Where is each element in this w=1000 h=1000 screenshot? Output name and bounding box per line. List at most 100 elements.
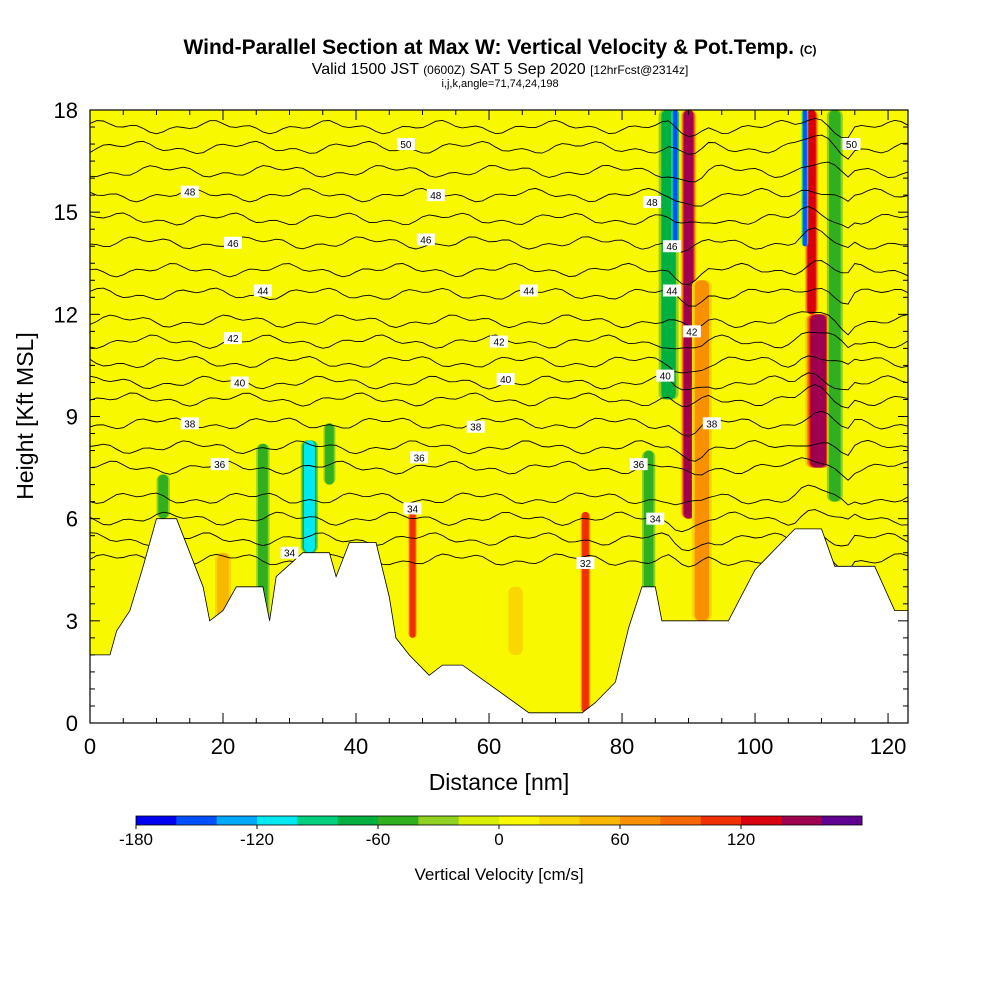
section-params: i,j,k,angle=71,74,24,198: [441, 78, 559, 90]
contour-label-text-25: 34: [284, 549, 296, 560]
theta-contour-49: [90, 161, 908, 183]
contour-label-box-20: [702, 417, 721, 430]
contour-label-text-20: 38: [706, 419, 718, 430]
colorbar-swatch-2: [216, 816, 258, 825]
colorbar: -180 -120 -60 0 60 120: [119, 815, 863, 849]
contour-label-text-14: 42: [686, 327, 698, 338]
x-tick-label-80: 80: [610, 734, 634, 759]
chart-subtitle: Valid 1500 JST (0600Z) SAT 5 Sep 2020 [1…: [0, 62, 1000, 78]
y-tick-label-0: 0: [66, 711, 78, 736]
contour-label-23: 36: [629, 458, 648, 471]
contour-label-20: 38: [702, 417, 721, 430]
velocity-cell-1-1: [694, 280, 710, 621]
contour-label-text-15: 40: [234, 378, 246, 389]
y-tick-label-9: 9: [66, 405, 78, 430]
contour-label-10: 44: [519, 284, 538, 297]
colorbar-label--60: -60: [366, 830, 391, 849]
contour-label-box-0: [396, 138, 415, 151]
x-tick-label-40: 40: [344, 734, 368, 759]
theta-contour-50: [90, 134, 908, 160]
contour-label-box-22: [410, 451, 429, 464]
velocity-cell-3-2: [807, 110, 816, 315]
x-tick-label-20: 20: [211, 734, 235, 759]
contour-label-27: 32: [576, 556, 595, 570]
velocity-cell-15-1: [508, 586, 523, 655]
contour-label-17: 40: [656, 369, 675, 383]
colorbar-swatch-8: [458, 816, 500, 825]
contour-label-18: 38: [180, 417, 199, 430]
contour-label-text-3: 48: [184, 188, 196, 199]
contour-label-text-13: 42: [493, 338, 505, 349]
contour-label-8: 46: [662, 240, 681, 253]
contour-labels: 50 50 48 48 48 46 46 46 44 44 44 42 42 42 40 40 40 38 38 38…: [180, 138, 861, 570]
contour-label-box-8: [662, 240, 681, 253]
contour-label-15: 40: [230, 376, 249, 389]
contour-label-text-16: 40: [500, 375, 512, 386]
velocity-cell-13-2: [303, 440, 315, 553]
colorbar-label-120: 120: [727, 830, 755, 849]
contour-label-11: 44: [662, 284, 681, 297]
contour-label-box-25: [280, 546, 299, 559]
contour-label-box-9: [253, 284, 272, 297]
contour-label-box-3: [180, 185, 199, 198]
velocity-cell-2-3: [810, 314, 827, 468]
contour-label-14: 42: [682, 325, 701, 338]
y-tick-label-3: 3: [66, 609, 78, 634]
theta-contour-38: [90, 410, 908, 437]
chart-title-text: Wind-Parallel Section at Max W: Vertical…: [183, 36, 794, 59]
colorbar-swatch-9: [499, 816, 540, 825]
contour-label-box-16: [496, 373, 515, 386]
contour-label-text-11: 44: [666, 286, 678, 297]
colorbar-swatch-3: [257, 816, 298, 825]
y-tick-label-12: 12: [54, 302, 78, 327]
contour-label-box-15: [230, 376, 249, 389]
contour-label-text-8: 46: [666, 242, 678, 253]
chart-title-suffix: (C): [799, 43, 817, 57]
colorbar-swatch-14: [700, 816, 742, 825]
x-tick-label-120: 120: [870, 734, 907, 759]
contour-label-text-21: 36: [214, 460, 226, 471]
contour-label-text-23: 36: [633, 460, 645, 471]
contour-label-text-24: 34: [407, 504, 419, 515]
colorbar-swatch-10: [539, 816, 580, 825]
valid-date: SAT 5 Sep 2020: [469, 61, 586, 78]
contour-label-box-27: [576, 556, 595, 569]
contour-label-text-9: 44: [257, 286, 269, 297]
valid-time: Valid 1500 JST: [311, 61, 419, 78]
vertical-velocity-field: [156, 110, 843, 713]
contour-label-text-19: 38: [470, 423, 482, 434]
x-tick-label-100: 100: [737, 734, 774, 759]
theta-contour-48: [90, 187, 908, 207]
colorbar-swatch-5: [337, 816, 379, 825]
contour-label-box-21: [210, 458, 229, 471]
contour-label-text-17: 40: [660, 372, 672, 383]
colorbar-label--180: -180: [119, 830, 153, 849]
contour-label-box-14: [682, 325, 701, 338]
contour-label-box-4: [426, 189, 445, 202]
contour-label-box-1: [842, 138, 861, 151]
contour-label-24: 34: [403, 502, 422, 515]
contour-label-1: 50: [842, 138, 861, 151]
contour-label-box-19: [466, 420, 485, 433]
contour-label-text-18: 38: [184, 419, 196, 430]
y-axis-title: Height [Kft MSL]: [12, 332, 38, 499]
velocity-cell-11-1: [158, 474, 168, 519]
velocity-cell-9-3: [802, 110, 807, 247]
contour-label-box-13: [490, 335, 508, 348]
contour-label-text-7: 46: [420, 235, 432, 246]
forecast-run: [12hrFcst@2314z]: [590, 63, 689, 77]
velocity-cell-0-3: [683, 110, 694, 519]
contour-label-box-18: [180, 417, 199, 430]
contour-label-text-26: 34: [650, 515, 662, 526]
contour-label-box-26: [646, 512, 665, 525]
colorbar-swatch-16: [781, 816, 822, 825]
contour-label-text-0: 50: [400, 140, 412, 151]
contour-label-text-22: 36: [414, 453, 426, 464]
contour-label-box-5: [642, 195, 661, 208]
theta-contour-40: [90, 372, 908, 391]
colorbar-title: Vertical Velocity [cm/s]: [414, 865, 583, 884]
velocity-cell-14-1: [325, 423, 334, 485]
velocity-cell-4-2: [409, 501, 416, 638]
